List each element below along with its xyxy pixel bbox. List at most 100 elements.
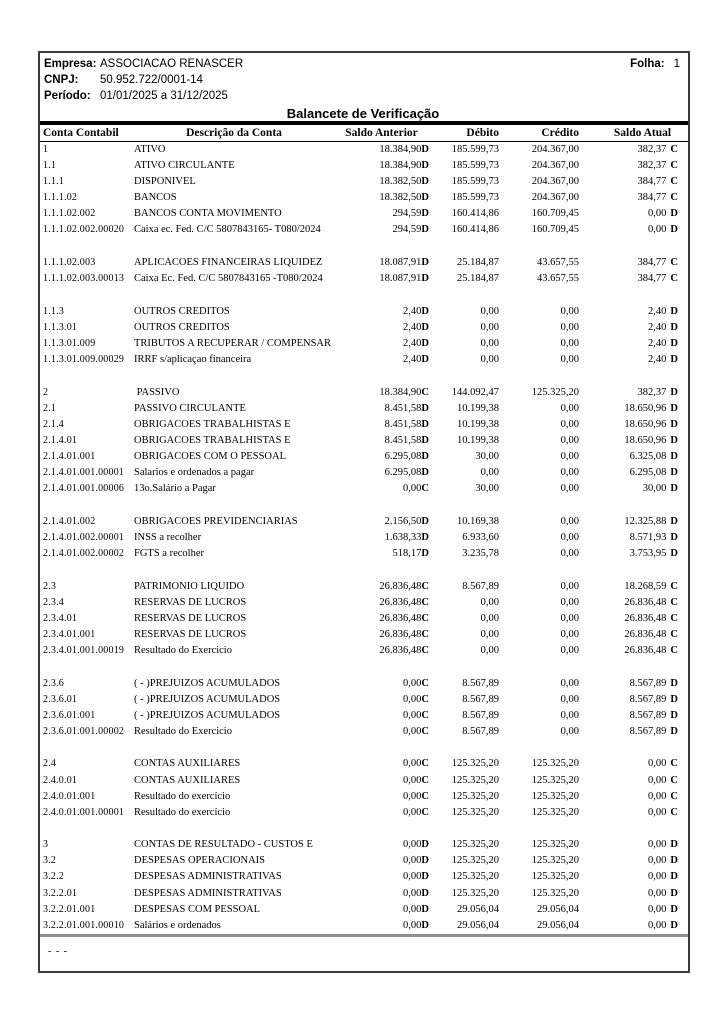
saldo-atual-value: 8.567,89 — [629, 725, 667, 737]
table-row: 3.2.2.01 DESPESAS ADMINISTRATIVAS 0,00D … — [40, 886, 688, 902]
saldo-anterior-value: 0,00 — [403, 887, 422, 899]
table-row: 1.1.1 DISPONIVEL 18.382,50D 185.599,73 2… — [40, 174, 688, 190]
cell-credito: 0,00 — [560, 434, 579, 446]
cell-debito: 6.933,60 — [462, 531, 499, 543]
cnpj-label: CNPJ: — [44, 74, 79, 86]
cell-credito: 0,00 — [560, 451, 579, 462]
saldo-atual-value: 0,00 — [648, 903, 667, 915]
empresa-value: ASSOCIACAO RENASCER — [100, 58, 244, 70]
cell-conta-contabil: 2.1.4.01.001.00001 — [43, 467, 125, 479]
cell-conta-contabil: 2.1.4.01.002.00001 — [43, 531, 125, 543]
cell-descricao: TRIBUTOS A RECUPERAR / COMPENSAR — [134, 337, 332, 349]
cell-saldo-anterior: 0,00C — [334, 805, 429, 821]
cell-debito: 30,00 — [475, 483, 499, 495]
cell-saldo-atual: 0,00 D — [579, 902, 686, 918]
cell-descricao: OUTROS CREDITOS — [134, 321, 230, 333]
saldo-anterior-value: 26.836,48 — [379, 580, 422, 592]
saldo-atual-dc-flag: D — [670, 547, 678, 559]
cell-saldo-atual: 2,40 D — [579, 352, 686, 368]
saldo-anterior-dc-flag: D — [421, 531, 429, 543]
cell-credito: 29.056,04 — [537, 919, 579, 931]
saldo-atual-value: 18.650,96 — [624, 418, 667, 430]
saldo-atual-dc-flag: C — [670, 160, 678, 172]
column-header-credito: Crédito — [541, 126, 579, 139]
cell-descricao: INSS a recolher — [134, 531, 202, 543]
cell-credito: 0,00 — [560, 580, 579, 592]
saldo-anterior-dc-flag: C — [421, 709, 429, 721]
cell-saldo-atual: 0,00 D — [579, 853, 686, 869]
saldo-anterior-value: 2,40 — [403, 337, 422, 349]
cell-saldo-anterior: 0,00D — [334, 837, 429, 853]
table-row: 3 CONTAS DE RESULTADO - CUSTOS E 0,00D 1… — [40, 837, 688, 853]
cell-conta-contabil: 2.1.4.01.001.00006 — [43, 483, 125, 495]
cell-saldo-atual: 18.650,96 D — [579, 401, 686, 417]
cell-debito: 125.325,20 — [451, 774, 499, 786]
saldo-atual-value: 2,40 — [648, 321, 667, 333]
saldo-atual-value: 12.325,88 — [624, 515, 667, 527]
cell-descricao: ATIVO CIRCULANTE — [134, 160, 235, 172]
cell-credito: 0,00 — [560, 628, 579, 640]
cell-debito: 0,00 — [480, 354, 499, 366]
cell-credito: 0,00 — [560, 547, 579, 559]
saldo-atual-dc-flag: D — [670, 434, 678, 446]
saldo-anterior-value: 1.638,33 — [384, 531, 422, 543]
cell-descricao: DISPONIVEL — [134, 176, 196, 188]
cell-saldo-atual: 6.295,08 D — [579, 465, 686, 481]
saldo-anterior-dc-flag: D — [421, 208, 429, 220]
cell-conta-contabil: 1.1.1.02.002.00020 — [43, 224, 125, 236]
cell-conta-contabil: 2.3.4.01 — [43, 612, 78, 624]
table-header-row: Conta Contabil Descrição da Conta Saldo … — [40, 125, 688, 141]
cell-saldo-atual: 384,77 C — [579, 255, 686, 271]
cell-conta-contabil: 2.3.6.01.001.00002 — [43, 725, 125, 737]
cell-saldo-atual: 26.836,48 C — [579, 611, 686, 627]
cell-saldo-atual: 2,40 D — [579, 336, 686, 352]
saldo-anterior-dc-flag: D — [421, 192, 429, 204]
saldo-anterior-dc-flag: D — [421, 273, 429, 285]
cell-debito: 125.325,20 — [451, 855, 499, 867]
saldo-anterior-dc-flag: C — [421, 677, 429, 689]
saldo-anterior-value: 0,00 — [403, 774, 422, 786]
saldo-atual-dc-flag: D — [670, 208, 678, 220]
saldo-atual-dc-flag: D — [670, 483, 678, 495]
folha-label: Folha: — [630, 58, 665, 70]
document-footer: - - - — [48, 946, 68, 957]
table-row: 1 ATIVO 18.384,90D 185.599,73 204.367,00… — [40, 142, 688, 158]
cell-saldo-anterior: 8.451,58D — [334, 401, 429, 417]
cell-saldo-atual: 3.753,95 D — [579, 546, 686, 562]
header-separator-rule — [40, 141, 688, 142]
cell-credito: 160.709,45 — [531, 208, 579, 220]
cell-debito: 160.414,86 — [451, 208, 499, 220]
table-row: 1.1.1.02 BANCOS 18.382,50D 185.599,73 20… — [40, 190, 688, 206]
cell-saldo-atual: 0,00 D — [579, 206, 686, 222]
saldo-anterior-value: 18.382,50 — [379, 192, 422, 204]
table-row: 2.1.4.01.001.00001 Salarios e ordenados … — [40, 465, 688, 481]
table-row: 1.1.1.02.003.00013 Caixa Ec. Fed. C/C 58… — [40, 271, 688, 287]
saldo-anterior-dc-flag: D — [421, 547, 429, 559]
cell-saldo-anterior: 294,59D — [334, 222, 429, 238]
cell-credito: 125.325,20 — [531, 855, 579, 867]
cell-descricao: PASSIVO — [134, 386, 180, 398]
cell-credito: 125.325,20 — [531, 871, 579, 883]
cell-debito: 10.199,38 — [457, 434, 499, 446]
cell-descricao: Caixa ec. Fed. C/C 5807843165- T080/2024 — [134, 224, 321, 236]
cell-debito: 185.599,73 — [451, 144, 499, 155]
cell-saldo-atual: 382,37 C — [579, 158, 686, 174]
table-row: 2.1.4 OBRIGACOES TRABALHISTAS E 8.451,58… — [40, 417, 688, 433]
saldo-atual-value: 8.567,89 — [629, 709, 667, 721]
table-row: 2.4.0.01 CONTAS AUXILIARES 0,00C 125.325… — [40, 773, 688, 789]
saldo-anterior-value: 26.836,48 — [379, 612, 422, 624]
cell-descricao: DESPESAS COM PESSOAL — [134, 903, 261, 915]
cell-saldo-anterior: 26.836,48C — [334, 579, 429, 595]
cell-conta-contabil: 1.1.3.01.009.00029 — [43, 354, 125, 366]
cell-saldo-atual: 0,00 D — [579, 886, 686, 902]
cell-debito: 0,00 — [480, 612, 499, 624]
cell-conta-contabil: 1 — [43, 144, 49, 155]
table-row: 2.3.6.01.001 ( - )PREJUIZOS ACUMULADOS 0… — [40, 708, 688, 724]
cell-descricao: OBRIGACOES TRABALHISTAS E — [134, 418, 291, 430]
saldo-atual-dc-flag: D — [670, 386, 678, 398]
cell-conta-contabil: 1.1.1.02.003.00013 — [43, 273, 125, 285]
cell-saldo-anterior: 2.156,50D — [334, 514, 429, 530]
saldo-anterior-value: 26.836,48 — [379, 644, 422, 656]
cell-debito: 10.169,38 — [457, 515, 499, 527]
saldo-anterior-value: 0,00 — [403, 483, 422, 495]
